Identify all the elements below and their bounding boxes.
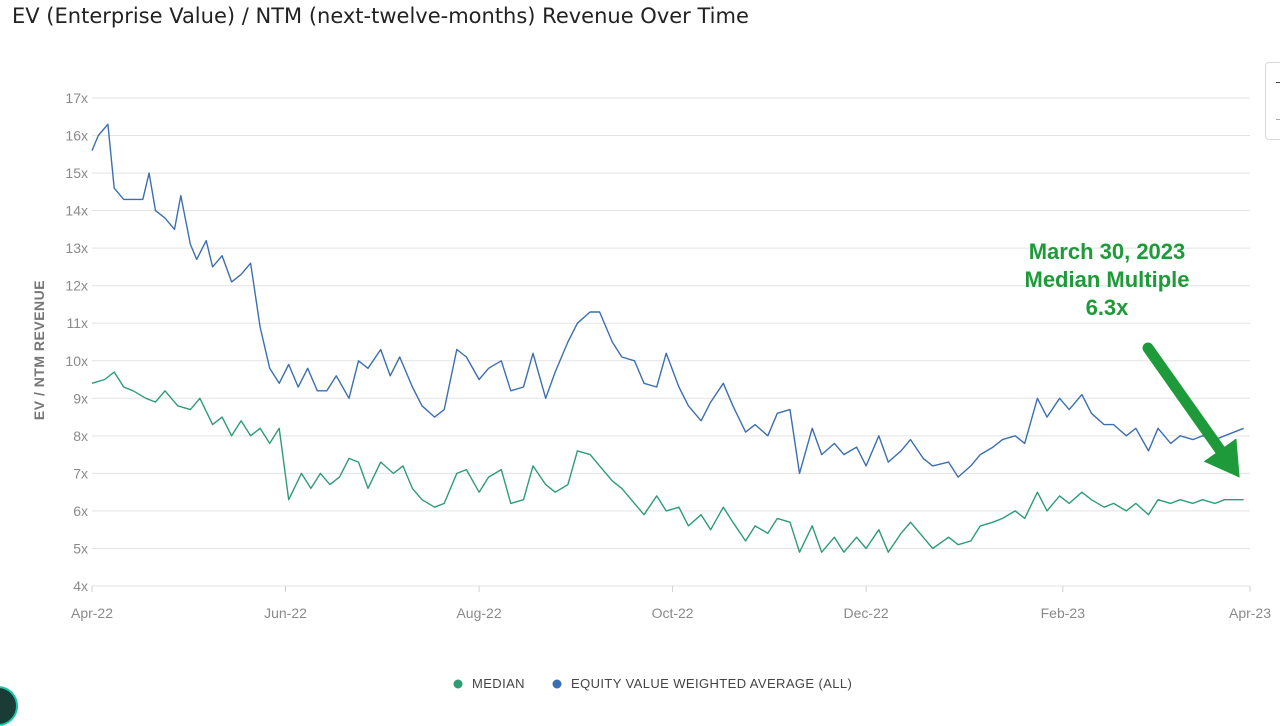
x-tick-label: Jun-22 xyxy=(264,605,307,621)
menu-dash-icon xyxy=(1276,82,1280,83)
y-tick-label: 16x xyxy=(65,128,88,144)
y-tick-label: 8x xyxy=(73,428,88,444)
x-tick-label: Oct-22 xyxy=(652,605,694,621)
series-lines xyxy=(91,123,1244,553)
x-tick-label: Apr-22 xyxy=(71,605,113,621)
y-tick-label: 14x xyxy=(65,203,88,219)
chart-title: EV (Enterprise Value) / NTM (next-twelve… xyxy=(12,4,749,28)
y-tick-label: 7x xyxy=(73,465,88,481)
annotation-line-2: Median Multiple xyxy=(1025,267,1190,292)
y-tick-label: 9x xyxy=(73,390,88,406)
legend-label-weighted-average[interactable]: EQUITY VALUE WEIGHTED AVERAGE (ALL) xyxy=(571,676,852,691)
annotation-line-3: 6.3x xyxy=(1086,295,1130,320)
y-tick-label: 10x xyxy=(65,353,88,369)
series-line-weighted-average[interactable] xyxy=(91,123,1244,478)
x-tick-label: Aug-22 xyxy=(456,605,501,621)
legend[interactable]: MEDIAN EQUITY VALUE WEIGHTED AVERAGE (AL… xyxy=(453,676,853,691)
legend-marker-median[interactable] xyxy=(453,679,463,689)
y-tick-label: 4x xyxy=(73,578,88,594)
legend-label-median[interactable]: MEDIAN xyxy=(472,676,525,691)
y-tick-label: 17x xyxy=(65,90,88,106)
y-tick-label: 11x xyxy=(66,315,88,331)
legend-marker-weighted-average[interactable] xyxy=(552,679,562,689)
menu-dash-icon xyxy=(1276,119,1280,120)
x-tick-label: Feb-23 xyxy=(1041,605,1086,621)
annotation-arrow-shaft xyxy=(1142,342,1226,456)
x-axis-ticks: Apr-22 Jun-22 Aug-22 Oct-22 Dec-22 Feb-23 Apr-… xyxy=(71,586,1271,621)
x-tick-label: Dec-22 xyxy=(844,605,889,621)
y-axis-ticks: 4x 5x 6x 7x 8x 9x 10x 11x 12x 13x 14x 15x 16x 17x xyxy=(65,90,88,594)
annotation-arrow xyxy=(1142,342,1240,478)
y-tick-label: 13x xyxy=(65,240,88,256)
annotation-line-1: March 30, 2023 xyxy=(1029,239,1186,264)
annotation-arrow-head xyxy=(1203,438,1240,478)
series-line-median[interactable] xyxy=(91,371,1244,553)
grid-lines xyxy=(92,97,1250,587)
y-tick-label: 12x xyxy=(65,278,88,294)
chart-menu-button[interactable] xyxy=(1265,62,1280,140)
x-tick-label: Apr-23 xyxy=(1229,605,1271,621)
y-tick-label: 6x xyxy=(73,503,88,519)
y-tick-label: 15x xyxy=(65,165,88,181)
y-axis-label: EV / NTM REVENUE xyxy=(31,280,47,420)
y-tick-label: 5x xyxy=(73,540,88,556)
